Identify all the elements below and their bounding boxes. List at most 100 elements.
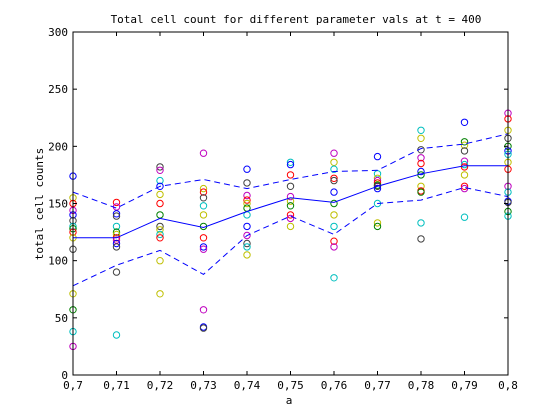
data-point (330, 188, 338, 196)
data-point (243, 243, 251, 251)
data-point (243, 191, 251, 200)
data-point (199, 149, 208, 157)
data-point (417, 167, 425, 176)
data-point (156, 182, 164, 191)
x-tick-label: 0,79 (451, 379, 478, 392)
data-point (373, 152, 382, 161)
plot-area: 0,7 0,71 0,72 0,73 0,74 0,75 0,76 0,77 0,78 0,79 0… (48, 26, 518, 392)
data-point (460, 160, 469, 169)
data-point (156, 166, 164, 175)
data-point (199, 194, 208, 202)
data-point (460, 157, 469, 165)
data-point (460, 213, 469, 221)
data-point (199, 324, 208, 332)
data-point (460, 138, 469, 146)
data-point (330, 199, 338, 208)
data-point (112, 331, 121, 339)
data-point (112, 198, 121, 207)
data-point (417, 134, 425, 143)
data-point (286, 171, 295, 179)
data-point (156, 222, 164, 231)
x-tick-label: 0,74 (234, 379, 261, 392)
data-point (286, 202, 295, 210)
data-point (286, 160, 295, 169)
x-tick-label: 0,71 (103, 379, 130, 392)
data-point (460, 141, 469, 149)
data-point (460, 171, 469, 179)
data-point (417, 154, 425, 162)
x-tick-label: 0,72 (147, 379, 174, 392)
data-point (373, 182, 382, 191)
data-point (156, 257, 164, 265)
y-tick-label: 100 (48, 255, 68, 268)
y-tick-label: 0 (61, 369, 68, 382)
data-point (156, 163, 164, 171)
data-point (286, 214, 295, 223)
y-tick-label: 150 (48, 198, 68, 211)
data-point (243, 251, 251, 259)
data-point (199, 188, 208, 196)
data-point (330, 222, 338, 231)
data-point (373, 219, 382, 227)
data-point (243, 239, 251, 248)
data-point (243, 222, 251, 231)
x-tick-label: 0,77 (364, 379, 391, 392)
x-tick-label: 0,75 (277, 379, 304, 392)
data-point (330, 165, 338, 173)
data-point (330, 176, 338, 185)
data-point (156, 226, 164, 234)
data-point (156, 190, 164, 199)
data-point (156, 176, 164, 185)
data-point (199, 234, 208, 242)
data-point (286, 158, 295, 167)
data-point (417, 219, 425, 227)
data-point (460, 118, 469, 127)
data-point (112, 268, 121, 276)
data-point (417, 126, 425, 135)
data-point (286, 211, 295, 219)
data-point (373, 184, 382, 193)
data-point (330, 149, 338, 157)
chart-title: Total cell count for different parameter… (111, 13, 482, 26)
x-tick-label: 0,73 (190, 379, 217, 392)
data-point (156, 234, 164, 242)
data-point (417, 182, 425, 191)
data-point (417, 159, 425, 168)
y-tick-label: 50 (55, 312, 68, 325)
data-point (112, 239, 121, 248)
x-tick-label: 0,76 (321, 379, 348, 392)
data-point (199, 202, 208, 210)
data-point (243, 231, 251, 240)
data-point (373, 176, 382, 185)
data-point (373, 222, 382, 231)
data-point (460, 147, 469, 155)
data-point (330, 243, 338, 251)
x-tick-label: 0,7 (63, 379, 83, 392)
data-point (199, 306, 208, 314)
data-point (199, 211, 208, 219)
y-tick-label: 250 (48, 83, 68, 96)
data-point (112, 210, 121, 218)
mean-line (73, 165, 508, 239)
data-point (330, 174, 338, 183)
data-point (243, 179, 251, 187)
data-point (156, 230, 164, 239)
data-point (417, 235, 425, 243)
data-point (156, 290, 164, 298)
data-point (286, 222, 295, 231)
data-point (330, 211, 338, 219)
data-point (199, 245, 208, 253)
data-point (243, 199, 251, 208)
y-tick-label: 300 (48, 26, 68, 39)
data-point (460, 182, 469, 191)
x-axis-label: a (286, 394, 293, 407)
data-point (243, 165, 251, 173)
x-tick-label: 0,78 (408, 379, 435, 392)
data-point (112, 243, 121, 251)
data-point (112, 228, 121, 236)
data-point (112, 222, 121, 231)
data-point (243, 196, 251, 204)
y-axis-label: total cell counts (33, 148, 46, 261)
